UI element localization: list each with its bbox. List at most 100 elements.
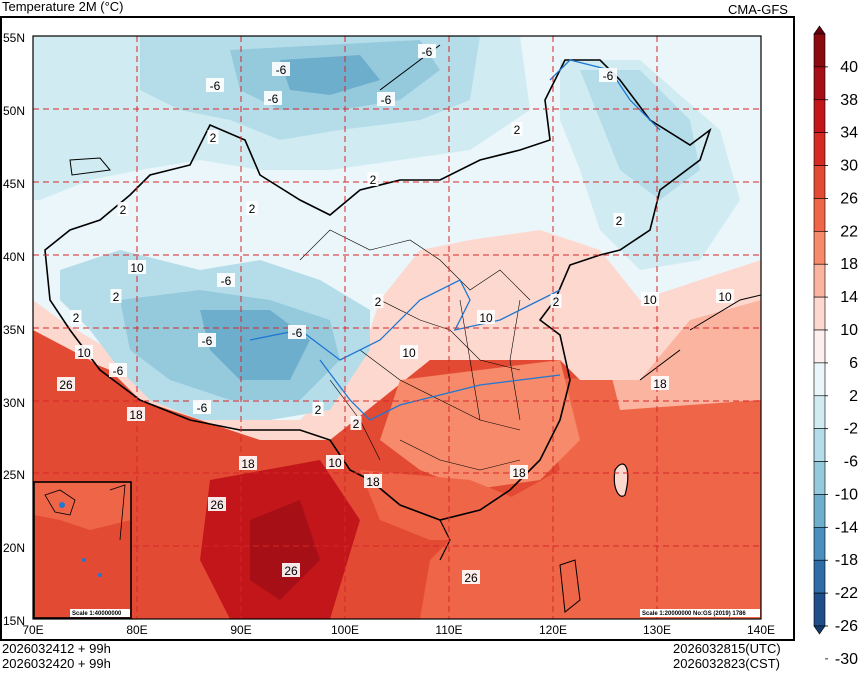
lat-tick-label: 30N bbox=[3, 396, 25, 410]
colorbar-segment bbox=[813, 33, 826, 68]
colorbar-segment bbox=[813, 99, 826, 133]
contour-label: -6 bbox=[264, 91, 282, 106]
contour-label: 10 bbox=[75, 345, 93, 360]
lat-tick-label: 20N bbox=[3, 541, 25, 555]
contour-label-text: -6 bbox=[268, 92, 279, 106]
lat-tick-label: 55N bbox=[3, 31, 25, 45]
contour-label: 2 bbox=[613, 213, 625, 228]
colorbar-level-label: 34 bbox=[840, 125, 858, 142]
contour-label: 2 bbox=[117, 202, 129, 217]
colorbar-level-label: 10 bbox=[840, 322, 858, 339]
contour-label: 2 bbox=[350, 416, 362, 431]
contour-label-text: 2 bbox=[120, 203, 127, 217]
colorbar-segment bbox=[813, 494, 826, 528]
lat-tick-label: 35N bbox=[3, 323, 25, 337]
contour-label-text: 10 bbox=[328, 456, 342, 470]
colorbar-level-label: 6 bbox=[849, 355, 858, 372]
contour-label: 10 bbox=[400, 345, 418, 360]
colorbar-level-label: 30 bbox=[840, 158, 858, 175]
colorbar-level-label: -14 bbox=[835, 519, 858, 536]
contour-label: -6 bbox=[272, 62, 290, 77]
contour-label: -6 bbox=[418, 44, 436, 59]
chart-title: Temperature 2M (°C) bbox=[2, 0, 124, 14]
contour-label: 26 bbox=[57, 377, 75, 392]
contour-label: 18 bbox=[651, 376, 669, 391]
colorbar-segment bbox=[813, 165, 826, 199]
contour-label-text: 2 bbox=[370, 173, 377, 187]
contour-label: 10 bbox=[477, 310, 495, 325]
lon-tick-label: 80E bbox=[126, 623, 147, 637]
lon-tick-label: 130E bbox=[643, 623, 671, 637]
lat-tick-label: 40N bbox=[3, 250, 25, 264]
colorbar-level-label: 2 bbox=[849, 388, 858, 405]
colorbar-segment bbox=[813, 461, 826, 495]
colorbar-segment bbox=[813, 362, 826, 397]
contour-label: -6 bbox=[109, 363, 127, 378]
contour-label: -6 bbox=[288, 325, 306, 340]
colorbar-segment bbox=[813, 329, 826, 364]
contour-label: 10 bbox=[641, 292, 659, 307]
lon-tick-label: 120E bbox=[539, 623, 567, 637]
contour-label: 26 bbox=[208, 497, 226, 512]
map-note: Scale 1:20000000 No:GS (2019) 1786 bbox=[642, 611, 746, 617]
contour-label-text: 10 bbox=[479, 311, 493, 325]
contour-label-text: 10 bbox=[643, 293, 657, 307]
init-time-cst: 2026032420 + 99h bbox=[2, 656, 111, 671]
colorbar-segment bbox=[813, 559, 826, 594]
contour-label-text: 10 bbox=[718, 290, 732, 304]
contour-label: 2 bbox=[246, 201, 258, 216]
colorbar-segment bbox=[813, 263, 826, 298]
contour-label-text: 26 bbox=[59, 378, 73, 392]
contour-label-text: 2 bbox=[73, 311, 80, 325]
colorbar-segment bbox=[813, 231, 826, 265]
contour-label-text: 18 bbox=[653, 377, 667, 391]
contour-label: -6 bbox=[377, 92, 395, 107]
init-time: 2026032412 + 99h bbox=[2, 641, 111, 656]
lon-tick-label: 70E bbox=[22, 623, 43, 637]
contour-label-text: 2 bbox=[553, 295, 560, 309]
contour-label: 2 bbox=[110, 289, 122, 304]
contour-label: 26 bbox=[462, 570, 480, 585]
contour-label-text: 18 bbox=[366, 475, 380, 489]
colorbar-segment bbox=[813, 66, 826, 101]
contour-label: -6 bbox=[206, 78, 224, 93]
grid-lines bbox=[33, 36, 761, 619]
contour-label-text: 26 bbox=[210, 498, 224, 512]
inset-scale: Scale 1:40000000 bbox=[72, 611, 122, 617]
contour-label: 10 bbox=[326, 455, 344, 470]
contour-label-text: -6 bbox=[292, 326, 303, 340]
latitude-ticks: 55N 50N 45N 40N 35N 30N 25N 20N 15N bbox=[3, 31, 25, 628]
colorbar-level-label: -6 bbox=[844, 454, 858, 471]
lon-tick-label: 110E bbox=[435, 623, 462, 637]
contour-label-text: -6 bbox=[202, 334, 213, 348]
colorbar-level-label: -18 bbox=[835, 552, 858, 569]
contour-label-text: -6 bbox=[276, 63, 287, 77]
contour-label: 18 bbox=[239, 456, 257, 471]
contour-label-text: 2 bbox=[375, 295, 382, 309]
contour-label-text: 2 bbox=[616, 214, 623, 228]
contour-label-text: -6 bbox=[221, 274, 232, 288]
colorbar-level-label: 38 bbox=[840, 92, 858, 109]
colorbar-segment bbox=[813, 296, 826, 331]
colorbar-level-label: 22 bbox=[840, 223, 858, 240]
valid-time-utc: 2026032815(UTC) bbox=[673, 641, 781, 656]
contour-label-text: 26 bbox=[284, 564, 298, 578]
colorbar-top-arrow bbox=[813, 25, 826, 35]
lon-tick-label: 140E bbox=[747, 623, 775, 637]
contour-label: 2 bbox=[550, 294, 562, 309]
contour-label: -6 bbox=[198, 333, 216, 348]
colorbar-segment bbox=[813, 132, 826, 166]
contour-label: 26 bbox=[282, 563, 300, 578]
lat-tick-label: 45N bbox=[3, 177, 25, 191]
contour-label: 18 bbox=[364, 474, 382, 489]
contour-label-text: -6 bbox=[210, 79, 221, 93]
colorbar-level-label: -26 bbox=[835, 618, 858, 635]
contour-label-text: 18 bbox=[241, 457, 255, 471]
colorbar-segment bbox=[813, 592, 826, 627]
contour-label-text: -6 bbox=[381, 93, 392, 107]
lat-tick-label: 50N bbox=[3, 104, 25, 118]
contour-label: 18 bbox=[127, 407, 145, 422]
contour-label: 10 bbox=[128, 260, 146, 275]
contour-label: 2 bbox=[367, 172, 379, 187]
